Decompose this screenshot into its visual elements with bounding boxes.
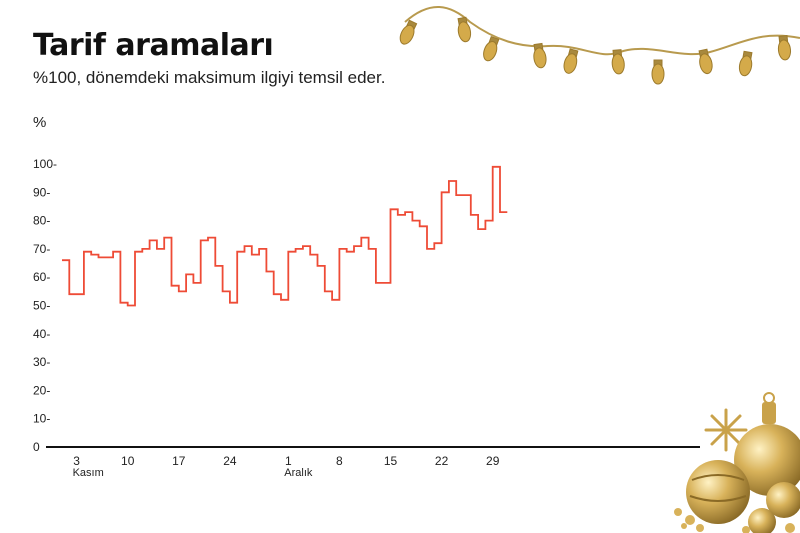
- y-tick-label: 90-: [33, 185, 50, 199]
- x-tick-month-label: Aralık: [284, 467, 313, 479]
- x-tick-label: 22: [435, 454, 449, 468]
- x-tick-label: 29: [486, 454, 500, 468]
- x-tick-label: 3: [73, 454, 80, 468]
- y-tick-label: 80-: [33, 214, 50, 228]
- x-tick-label: 15: [384, 454, 398, 468]
- y-tick-label: 50-: [33, 299, 50, 313]
- y-tick-label: 60-: [33, 270, 50, 284]
- y-tick-label: 10-: [33, 412, 50, 426]
- chart-subtitle: %100, dönemdeki maksimum ilgiyi temsil e…: [33, 68, 386, 87]
- y-tick-label: 20-: [33, 383, 50, 397]
- y-tick-label: 70-: [33, 242, 50, 256]
- y-tick-label: 0: [33, 440, 40, 454]
- y-axis-unit-label: %: [33, 114, 47, 131]
- x-tick-label: 8: [336, 454, 343, 468]
- x-tick-label: 10: [121, 454, 135, 468]
- y-tick-label: 30-: [33, 355, 50, 369]
- x-tick-label: 1: [285, 454, 292, 468]
- y-tick-label: 100-: [33, 157, 57, 171]
- x-tick-month-label: Kasım: [73, 467, 104, 479]
- y-tick-label: 40-: [33, 327, 50, 341]
- x-tick-label: 17: [172, 454, 186, 468]
- series-line: [62, 165, 508, 307]
- chart-title: Tarif aramaları: [33, 28, 274, 63]
- x-tick-label: 24: [223, 454, 237, 468]
